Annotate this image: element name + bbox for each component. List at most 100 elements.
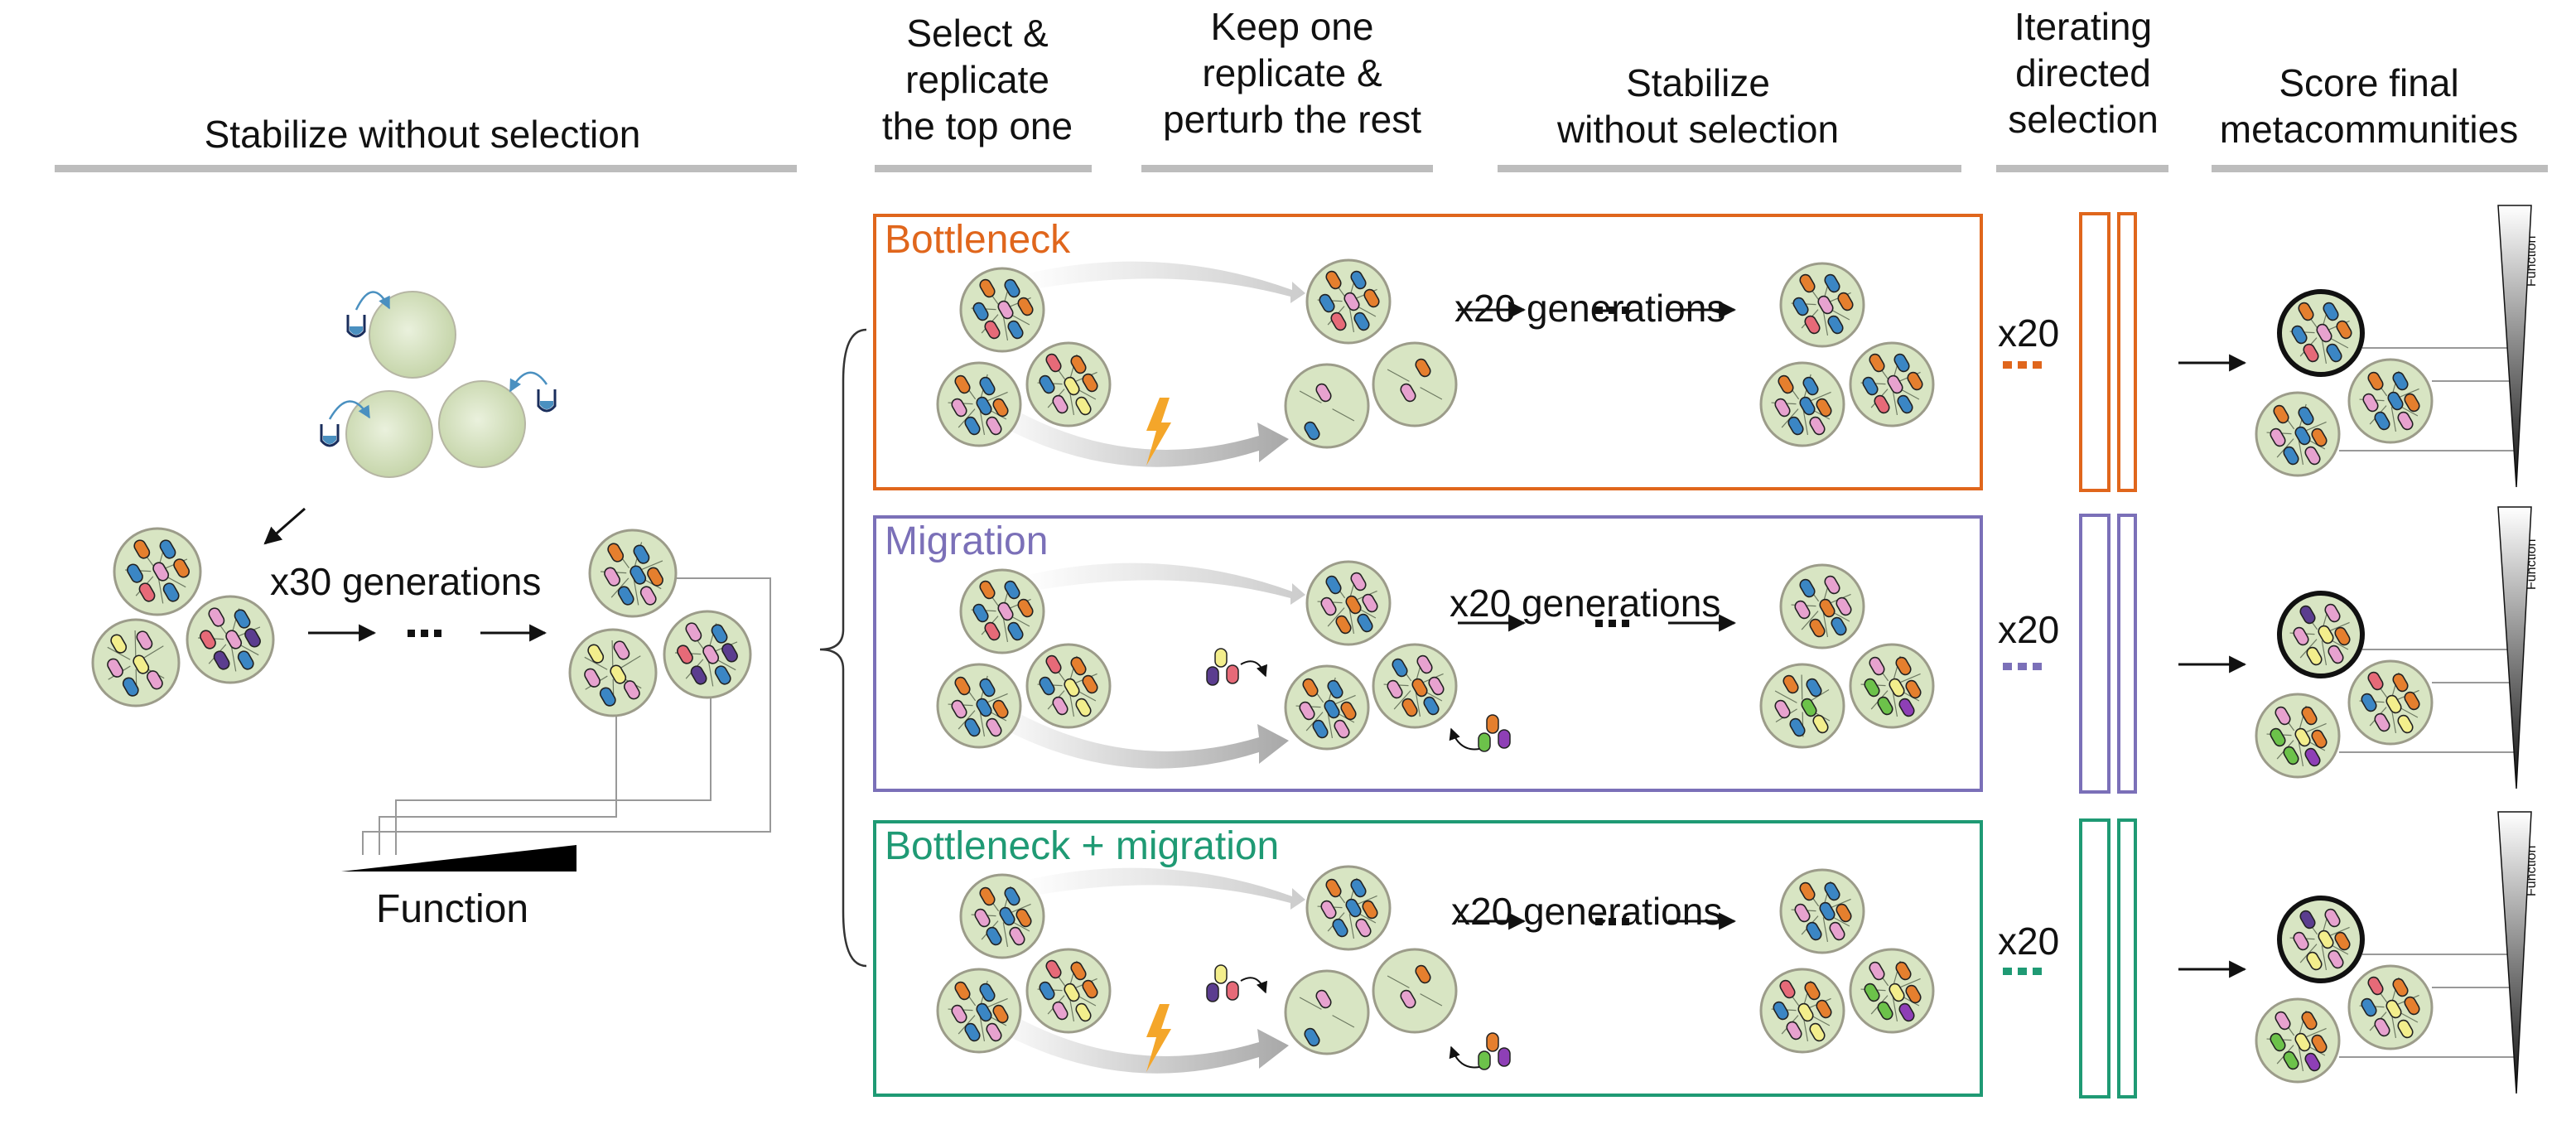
bacterium [1082,373,1098,393]
migration-iteration-bar [2079,514,2110,794]
network-line [1348,914,1355,939]
bacterium [607,543,625,562]
bacterium [1411,678,1428,698]
network-line [2390,1013,2397,1039]
left-community-d [588,529,678,618]
migration-source-b [936,663,1022,749]
bacterium [1816,999,1832,1019]
bacterium [1804,981,1821,1001]
network-line [1069,390,1075,416]
network-line [1774,690,1797,703]
bacterium [1799,273,1816,293]
branch-brace [819,328,867,968]
bacterium [1819,598,1836,618]
network-line [979,410,986,436]
bottleneck-migration-perturbed-b [1372,948,1458,1034]
bacterium [2299,605,2316,625]
bacterium [2304,747,2321,767]
bottleneck-dot [1622,307,1629,314]
migration-dot [1622,620,1629,627]
network-line [2303,722,2327,734]
bacterium [984,320,1001,340]
bacterium [2328,645,2344,664]
bottleneck-perturb-sweep [986,403,1289,467]
bacterium [972,302,989,321]
network-line [984,997,1008,1009]
bottleneck-migration-migrants [1206,964,1511,1070]
bacterium [1353,311,1370,331]
bacterium [2374,411,2390,431]
bacterium [1064,678,1080,698]
seed-arrow [263,507,306,545]
migrant-bacterium [1214,648,1228,668]
bacterium [964,416,981,436]
bacterium [2298,406,2314,426]
bacterium [2385,999,2402,1019]
network-line [1892,997,1898,1022]
bacterium [951,398,967,418]
bacterium [1869,656,1885,676]
bacterium [152,562,170,582]
bottleneck-migration-stable-a [1779,868,1865,954]
migrant-bacterium [1226,664,1239,684]
bacterium [1004,580,1020,600]
migration-function-scale [2497,506,2532,789]
migrant-bacterium [1486,1032,1499,1052]
bacterium [1827,315,1844,335]
bottleneck-migration-iteration-bar [2117,818,2137,1098]
bacterium [986,926,1002,946]
bottleneck-migration-perturb-sweep [986,1009,1289,1074]
bacterium [2404,691,2420,711]
network-line [1807,391,1831,403]
bacterium [2303,343,2319,363]
bacterium [1824,575,1840,595]
migration-arrow [1449,1045,1480,1069]
bacterium [1052,696,1069,716]
bottleneck-final-b [2255,391,2341,477]
left-generations-label: x30 generations [270,560,542,603]
migrant-bacterium [1486,714,1499,734]
bottleneck-migration-source-a [959,873,1045,959]
bottleneck-replicate-sweep [1020,261,1305,303]
bacterium [976,1002,992,1022]
bacterium [2311,1034,2328,1054]
bacterium [2318,929,2334,949]
network-line [1897,978,1921,989]
empty-community [369,291,456,379]
bacterium [1015,908,1032,928]
bacterium [951,699,967,719]
migration-final-selected [2277,591,2365,678]
bacterium [1039,981,1055,1001]
left-community-b [91,618,181,707]
bacterium [1064,983,1080,1002]
header-rule-stabilize-mid [1498,165,1961,172]
network-line [979,1016,986,1042]
bacterium [1897,394,1913,414]
bacterium [1004,278,1020,298]
migration-repeat-dash [2018,663,2027,670]
bacterium [208,607,225,627]
bacterium [2324,908,2341,928]
bottleneck-iteration-bar [2079,212,2110,492]
bacterium [964,1022,981,1042]
network-line [984,391,1008,403]
bottleneck-migration-final-c [2347,964,2434,1050]
bacterium [613,640,630,660]
bacterium [2294,1032,2311,1052]
network-line [1348,609,1355,635]
bacterium [2361,997,2377,1017]
bacterium [1887,374,1903,394]
bacterium [2334,626,2351,646]
bacterium [1325,575,1342,595]
network-line [1332,694,1356,706]
bacterium [1302,678,1319,698]
bacterium [1082,674,1098,694]
bottleneck-replicate-a [1305,258,1392,345]
network-line [638,560,663,572]
header-select-replicate: Select & replicate the top one [881,12,1073,147]
bacterium [587,644,605,664]
bacterium [1869,353,1885,373]
bacterium [2387,391,2404,411]
bacterium [1817,295,1834,315]
